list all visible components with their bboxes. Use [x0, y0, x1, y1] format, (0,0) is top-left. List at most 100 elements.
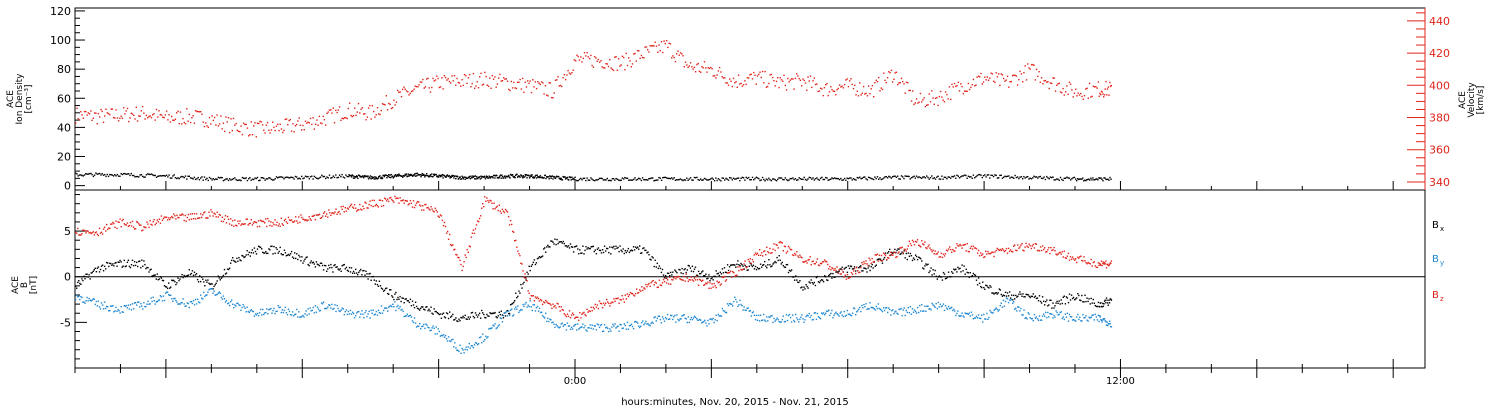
density-point	[282, 177, 283, 178]
density-point	[869, 177, 870, 178]
density-point	[475, 175, 476, 176]
velocity-point	[488, 86, 489, 87]
bx-point	[366, 273, 367, 274]
bz-point	[566, 316, 567, 317]
bx-point	[256, 253, 257, 254]
by-point	[153, 297, 154, 298]
bx-point	[513, 302, 514, 303]
bx-point	[1006, 295, 1007, 296]
density-point	[162, 175, 163, 176]
by-point	[112, 305, 113, 306]
by-point	[284, 310, 285, 311]
density-point	[368, 178, 369, 179]
density-point	[644, 179, 645, 180]
bx-point	[249, 252, 250, 253]
density-point	[1016, 177, 1017, 178]
by-point	[336, 305, 337, 306]
bx-point	[823, 281, 824, 282]
bz-point	[702, 280, 703, 281]
velocity-point	[473, 73, 474, 74]
velocity-point	[769, 74, 770, 75]
velocity-point	[557, 76, 558, 77]
density-point	[451, 177, 452, 178]
velocity-point	[383, 104, 384, 105]
velocity-point	[343, 118, 344, 119]
by-point	[1044, 316, 1045, 317]
by-point	[243, 306, 244, 307]
density-point	[492, 177, 493, 178]
bx-point	[254, 247, 255, 248]
bx-point	[222, 276, 223, 277]
bx-point	[905, 257, 906, 258]
density-point	[339, 175, 340, 176]
bx-point	[177, 277, 178, 278]
bx-point	[248, 254, 249, 255]
velocity-point	[926, 105, 927, 106]
by-point	[116, 311, 117, 312]
bx-point	[96, 271, 97, 272]
bz-point	[173, 213, 174, 214]
density-point	[552, 175, 553, 176]
velocity-point	[847, 78, 848, 79]
velocity-point	[992, 73, 993, 74]
velocity-point	[348, 108, 349, 109]
bx-point	[1101, 306, 1102, 307]
density-point	[872, 178, 873, 179]
bz-point	[459, 260, 460, 261]
velocity-point	[85, 111, 86, 112]
velocity-point	[565, 79, 566, 80]
bx-point	[798, 282, 799, 283]
bz-point	[821, 263, 822, 264]
bz-point	[613, 298, 614, 299]
bz-point	[442, 220, 443, 221]
velocity-point	[314, 128, 315, 129]
velocity-point	[483, 84, 484, 85]
bx-point	[936, 276, 937, 277]
by-point	[912, 308, 913, 309]
density-point	[1028, 178, 1029, 179]
density-point	[171, 177, 172, 178]
bz-point	[387, 199, 388, 200]
by-point	[133, 308, 134, 309]
density-point	[850, 177, 851, 178]
bz-point	[169, 219, 170, 220]
bx-point	[1020, 294, 1021, 295]
density-point	[758, 178, 759, 179]
bx-point	[883, 259, 884, 260]
bz-point	[163, 218, 164, 219]
velocity-point	[474, 88, 475, 89]
velocity-point	[1097, 87, 1098, 88]
density-point	[206, 178, 207, 179]
by-point	[799, 319, 800, 320]
by-point	[487, 336, 488, 337]
bx-point	[1094, 303, 1095, 304]
bx-point	[989, 285, 990, 286]
bx-point	[1099, 306, 1100, 307]
density-point	[637, 179, 638, 180]
by-point	[671, 315, 672, 316]
velocity-point	[408, 94, 409, 95]
bz-point	[1043, 249, 1044, 250]
bx-point	[517, 296, 518, 297]
density-point	[252, 179, 253, 180]
bz-point	[557, 303, 558, 304]
bz-point	[1007, 253, 1008, 254]
velocity-point	[950, 99, 951, 100]
velocity-point	[1003, 78, 1004, 79]
by-point	[783, 316, 784, 317]
density-point	[248, 178, 249, 179]
by-point	[167, 292, 168, 293]
bx-point	[237, 261, 238, 262]
by-point	[1019, 310, 1020, 311]
bx-point	[379, 281, 380, 282]
velocity-point	[80, 111, 81, 112]
density-point	[1035, 176, 1036, 177]
bx-point	[461, 317, 462, 318]
velocity-point	[873, 96, 874, 97]
velocity-point	[271, 129, 272, 130]
bx-point	[955, 269, 956, 270]
velocity-point	[759, 72, 760, 73]
bz-point	[742, 269, 743, 270]
density-point	[1037, 177, 1038, 178]
bz-point	[721, 283, 722, 284]
